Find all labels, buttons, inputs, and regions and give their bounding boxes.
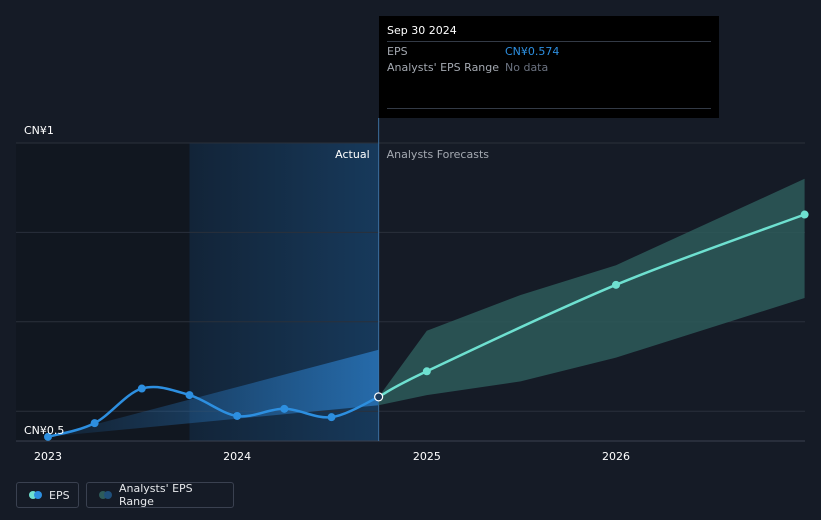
x-tick-label-2026: 2026 xyxy=(602,450,630,463)
actual-eps-range-band xyxy=(48,349,379,437)
actual-label: Actual xyxy=(335,148,369,161)
past-region xyxy=(16,143,190,441)
series-0-point-6 xyxy=(327,413,336,422)
series-0-point-0 xyxy=(44,432,52,441)
tooltip-eps-label: EPS xyxy=(387,45,408,58)
legend-range[interactable]: Analysts' EPS Range xyxy=(86,482,234,508)
series-1-point-2 xyxy=(612,280,620,289)
range-legend-icon xyxy=(99,491,112,499)
tooltip: Sep 30 2024 EPS CN¥0.574 Analysts' EPS R… xyxy=(379,16,719,118)
highlight-point xyxy=(374,392,384,402)
series-0-point-2 xyxy=(137,384,146,393)
tooltip-date: Sep 30 2024 xyxy=(387,24,457,37)
tooltip-range-value: No data xyxy=(505,61,549,74)
series-1-point-3 xyxy=(800,210,809,219)
eps-legend-icon xyxy=(29,491,42,499)
forecast-label: Analysts Forecasts xyxy=(387,148,490,161)
legend-range-label: Analysts' EPS Range xyxy=(119,482,193,508)
x-tick-label-2025: 2025 xyxy=(413,450,441,463)
series-0-point-1 xyxy=(90,419,99,428)
tooltip-divider xyxy=(387,108,711,109)
x-tick-label-2024: 2024 xyxy=(223,450,251,463)
tooltip-eps-row: EPS CN¥0.574 xyxy=(387,41,711,59)
tooltip-range-row: Analysts' EPS Range No data xyxy=(387,58,711,75)
legend-eps-label: EPS xyxy=(49,488,70,502)
tooltip-eps-value: CN¥0.574 xyxy=(505,45,560,58)
y-label-bottom: CN¥0.5 xyxy=(24,424,64,437)
series-line-1 xyxy=(378,213,806,398)
legend-eps[interactable]: EPS xyxy=(16,482,79,508)
series-0-point-3 xyxy=(185,391,194,400)
series-0-point-4 xyxy=(233,411,242,420)
series-0-point-5 xyxy=(280,404,289,413)
x-tick-label-2023: 2023 xyxy=(34,450,62,463)
tooltip-range-label: Analysts' EPS Range xyxy=(387,61,500,74)
y-label-top: CN¥1 xyxy=(24,124,54,137)
forecast-range-band xyxy=(378,178,805,406)
series-1-point-1 xyxy=(422,367,431,376)
